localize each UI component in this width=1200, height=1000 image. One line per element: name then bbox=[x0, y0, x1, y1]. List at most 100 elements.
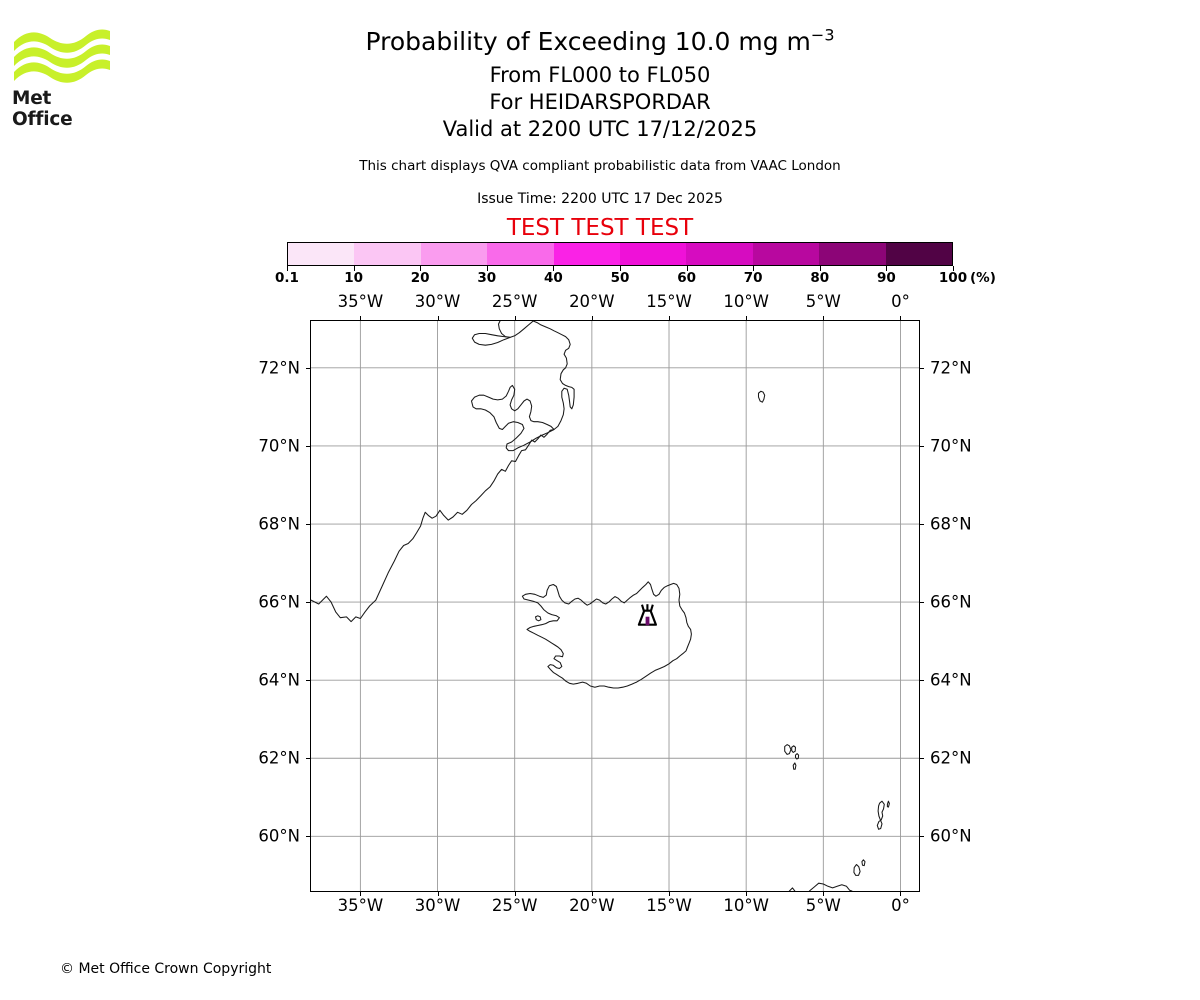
colorbar-ticks bbox=[287, 266, 954, 274]
lon-label-bottom-35°W: 35°W bbox=[337, 896, 384, 915]
lat-tick-right-72°N bbox=[920, 367, 924, 369]
coastline-segment-14 bbox=[853, 863, 861, 876]
colorbar-label-60: 60 bbox=[677, 270, 696, 286]
colorbar-label-0.1: 0.1 bbox=[275, 270, 299, 286]
lat-tick-right-60°N bbox=[920, 836, 924, 838]
lon-tick-top-35°W bbox=[360, 316, 362, 320]
lon-tick-35°W bbox=[360, 892, 362, 896]
flight-level-range: From FL000 to FL050 bbox=[489, 63, 711, 87]
colorbar-label-80: 80 bbox=[810, 270, 830, 286]
qva-note: This chart displays QVA compliant probab… bbox=[359, 158, 841, 174]
lat-tick-left-70°N bbox=[306, 445, 310, 447]
coastline-segment-10 bbox=[794, 753, 800, 760]
coastline-segment-3 bbox=[497, 321, 534, 338]
coastline-segment-11 bbox=[792, 762, 797, 770]
lon-label-top-10°W: 10°W bbox=[723, 292, 769, 311]
colorbar-tick-0.1 bbox=[287, 266, 288, 271]
colorbar-segment-9 bbox=[885, 243, 953, 265]
coastline-segment-5 bbox=[757, 390, 766, 403]
lat-label-right-72°N: 72°N bbox=[930, 358, 972, 378]
colorbar-tick-30 bbox=[486, 266, 488, 271]
volcano-plume-left bbox=[641, 604, 645, 612]
lat-tick-right-68°N bbox=[920, 524, 924, 525]
lon-label-top-20°W: 20°W bbox=[569, 292, 615, 311]
lon-label-top-0°: 0° bbox=[891, 292, 910, 311]
lat-label-right-68°N: 68°N bbox=[930, 514, 972, 534]
lat-label-left-62°N: 62°N bbox=[258, 748, 300, 768]
lon-label-bottom-20°W: 20°W bbox=[569, 896, 615, 915]
lon-label-bottom-5°W: 5°W bbox=[805, 896, 841, 915]
map-plot-area[interactable] bbox=[310, 320, 920, 892]
lat-tick-left-60°N bbox=[306, 836, 310, 838]
volcano-ash-column bbox=[645, 616, 650, 626]
lat-label-right-70°N: 70°N bbox=[930, 436, 972, 456]
colorbar-tick-90 bbox=[886, 266, 888, 271]
volcano-marker-icon[interactable] bbox=[637, 604, 658, 626]
coastline-segment-6 bbox=[521, 581, 692, 689]
lat-tick-right-64°N bbox=[920, 680, 924, 682]
volcano-plume-right bbox=[650, 604, 654, 612]
colorbar-label-100: 100 bbox=[938, 270, 968, 286]
colorbar-tick-70 bbox=[753, 266, 755, 271]
met-office-wave-mark bbox=[14, 29, 110, 83]
coastline-segment-1 bbox=[470, 384, 555, 452]
lon-label-top-35°W: 35°W bbox=[337, 292, 384, 311]
lat-tick-left-66°N bbox=[306, 602, 310, 604]
coastline-segment-2 bbox=[532, 321, 575, 431]
coastline-segment-8 bbox=[784, 744, 792, 755]
colorbar-tick-10 bbox=[353, 266, 355, 271]
valid-time-subtitle: Valid at 2200 UTC 17/12/2025 bbox=[442, 117, 758, 141]
met-office-wordmark: Met Office bbox=[12, 88, 73, 130]
page-title: Probability of Exceeding 10.0 mg m−3 bbox=[0, 26, 1200, 58]
lon-tick-15°W bbox=[669, 892, 670, 896]
colorbar-tick-60 bbox=[686, 266, 688, 271]
lat-tick-right-70°N bbox=[920, 445, 924, 447]
lat-tick-left-64°N bbox=[306, 680, 310, 682]
colorbar-label-10: 10 bbox=[344, 270, 363, 286]
lon-tick-0° bbox=[900, 892, 902, 896]
colorbar-label-90: 90 bbox=[876, 270, 896, 286]
lon-tick-top-25°W bbox=[514, 316, 516, 320]
lat-label-right-60°N: 60°N bbox=[930, 826, 972, 846]
lon-tick-30°W bbox=[437, 892, 439, 896]
page-title-exponent: −3 bbox=[810, 25, 835, 45]
lon-label-top-30°W: 30°W bbox=[414, 292, 461, 311]
copyright-notice: © Met Office Crown Copyright bbox=[60, 961, 272, 977]
page-title-text: Probability of Exceeding 10.0 mg m bbox=[365, 27, 811, 56]
map-gridlines bbox=[311, 321, 919, 891]
lon-tick-top-30°W bbox=[437, 316, 439, 320]
colorbar-segment-6 bbox=[686, 243, 753, 265]
colorbar-segment-3 bbox=[487, 243, 554, 265]
coastline-segment-15 bbox=[861, 859, 866, 867]
test-banner: TEST TEST TEST bbox=[506, 215, 694, 241]
coastline-segment-4 bbox=[471, 332, 511, 346]
lon-tick-top-0° bbox=[900, 316, 902, 320]
volcano-name-subtitle: For HEIDARSPORDAR bbox=[489, 90, 711, 114]
colorbar-label-30: 30 bbox=[477, 270, 497, 286]
colorbar-label-20: 20 bbox=[410, 270, 430, 286]
lat-label-left-64°N: 64°N bbox=[258, 670, 300, 690]
coastline-segment-7 bbox=[534, 615, 542, 622]
lon-tick-10°W bbox=[746, 892, 748, 896]
lon-tick-top-5°W bbox=[823, 316, 825, 320]
colorbar-tick-20 bbox=[420, 266, 422, 271]
lon-label-top-5°W: 5°W bbox=[805, 292, 841, 311]
lat-label-right-62°N: 62°N bbox=[930, 748, 972, 768]
lat-label-left-70°N: 70°N bbox=[258, 436, 300, 456]
lon-tick-25°W bbox=[514, 892, 516, 896]
met-office-logo: Met Office bbox=[12, 26, 112, 130]
lat-label-left-72°N: 72°N bbox=[258, 358, 300, 378]
colorbar-tick-labels: 0.1 10 20 30 40 50 60 70 80 90 100 bbox=[275, 270, 967, 288]
lon-tick-top-20°W bbox=[591, 316, 593, 320]
colorbar-tick-80 bbox=[819, 266, 821, 271]
lat-label-left-68°N: 68°N bbox=[258, 514, 300, 534]
lon-label-bottom-10°W: 10°W bbox=[723, 896, 769, 915]
lat-label-right-64°N: 64°N bbox=[930, 670, 972, 690]
lat-label-right-66°N: 66°N bbox=[930, 592, 972, 612]
colorbar-segment-4 bbox=[553, 243, 621, 265]
coastline-segment-0 bbox=[311, 428, 555, 623]
lon-label-bottom-0°: 0° bbox=[891, 896, 910, 915]
lat-label-left-66°N: 66°N bbox=[258, 592, 300, 612]
map-coastlines bbox=[311, 321, 890, 891]
lon-tick-5°W bbox=[823, 892, 825, 896]
